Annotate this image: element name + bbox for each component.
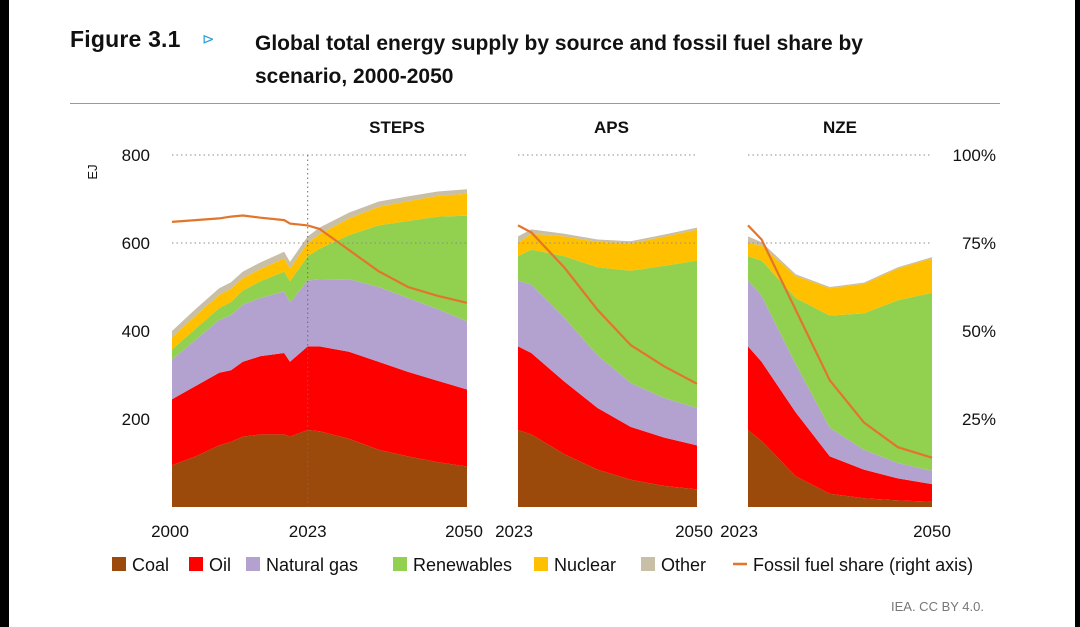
area-aps-renewables [518,249,697,408]
legend-label-coal: Coal [132,555,169,575]
area-aps-oil [518,346,697,490]
legend-item-natural-gas: Natural gas [246,555,358,575]
x-tick-steps-2000: 2000 [151,522,189,541]
area-aps-nuclear [518,229,697,271]
legend-swatch-renewables [393,557,407,571]
area-nze-natural-gas [748,280,932,485]
area-aps-natural-gas [518,280,697,446]
legend-swatch-oil [189,557,203,571]
x-tick-aps-2023: 2023 [495,522,533,541]
legend-label-oil: Oil [209,555,231,575]
legend-item-oil: Oil [189,555,231,575]
area-nze-coal [748,430,932,507]
axis-labels: STEPS 2000 2023 2050 APS 2023 2050 NZE 2023 2050 2… [85,118,996,541]
area-aps-other [518,227,697,244]
area-steps-renewables [172,215,467,360]
gridlines [172,154,932,507]
legend: Coal Oil Natural gas Renewables Nuclear Other… [112,555,973,575]
legend-label-other: Other [661,555,706,575]
credit-text: IEA. CC BY 4.0. [891,599,984,614]
legend-label-nuclear: Nuclear [554,555,616,575]
figure-title: Global total energy supply by source and… [255,32,863,88]
legend-item-nuclear: Nuclear [534,555,616,575]
y-tick-right-25pct: 25% [962,410,996,429]
y-tick-left-200: 200 [122,410,150,429]
y-tick-left-800: 800 [122,146,150,165]
legend-item-fossil-share: Fossil fuel share (right axis) [733,555,973,575]
legend-swatch-coal [112,557,126,571]
stacked-areas [172,189,932,507]
x-tick-nze-2023: 2023 [720,522,758,541]
title-divider [70,103,1000,104]
y-tick-left-400: 400 [122,322,150,341]
legend-swatch-nuclear [534,557,548,571]
panel-title-steps: STEPS [369,118,425,137]
x-tick-steps-2050: 2050 [445,522,483,541]
fossil-share-line-steps [171,214,468,304]
area-aps-coal [518,430,697,507]
area-nze-nuclear [748,243,932,316]
area-steps-nuclear [172,193,467,350]
y-tick-left-600: 600 [122,234,150,253]
fossil-share-lines [171,214,933,459]
panel-title-aps: APS [594,118,629,137]
y-tick-right-75pct: 75% [962,234,996,253]
area-nze-oil [748,346,932,502]
legend-item-renewables: Renewables [393,555,512,575]
legend-label-natural-gas: Natural gas [266,555,358,575]
y-tick-right-100pct: 100% [953,146,996,165]
x-tick-nze-2050: 2050 [913,522,951,541]
y-axis-label-left: EJ [85,164,100,179]
legend-label-renewables: Renewables [413,555,512,575]
legend-swatch-natural-gas [246,557,260,571]
panel-title-nze: NZE [823,118,857,137]
figure-label: Figure 3.1 [70,26,181,52]
x-tick-steps-2023: 2023 [289,522,327,541]
fossil-share-line-nze [747,224,933,459]
area-nze-renewables [748,256,932,471]
legend-item-other: Other [641,555,706,575]
x-tick-aps-2050: 2050 [675,522,713,541]
fossil-share-line-aps [517,224,698,385]
y-tick-right-50pct: 50% [962,322,996,341]
area-steps-oil [172,346,467,467]
area-steps-natural-gas [172,279,467,400]
legend-label-fossil-share: Fossil fuel share (right axis) [753,555,973,575]
figure-arrow-icon: ⊳ [202,31,215,48]
legend-swatch-other [641,557,655,571]
area-steps-coal [172,430,467,507]
legend-item-coal: Coal [112,555,169,575]
